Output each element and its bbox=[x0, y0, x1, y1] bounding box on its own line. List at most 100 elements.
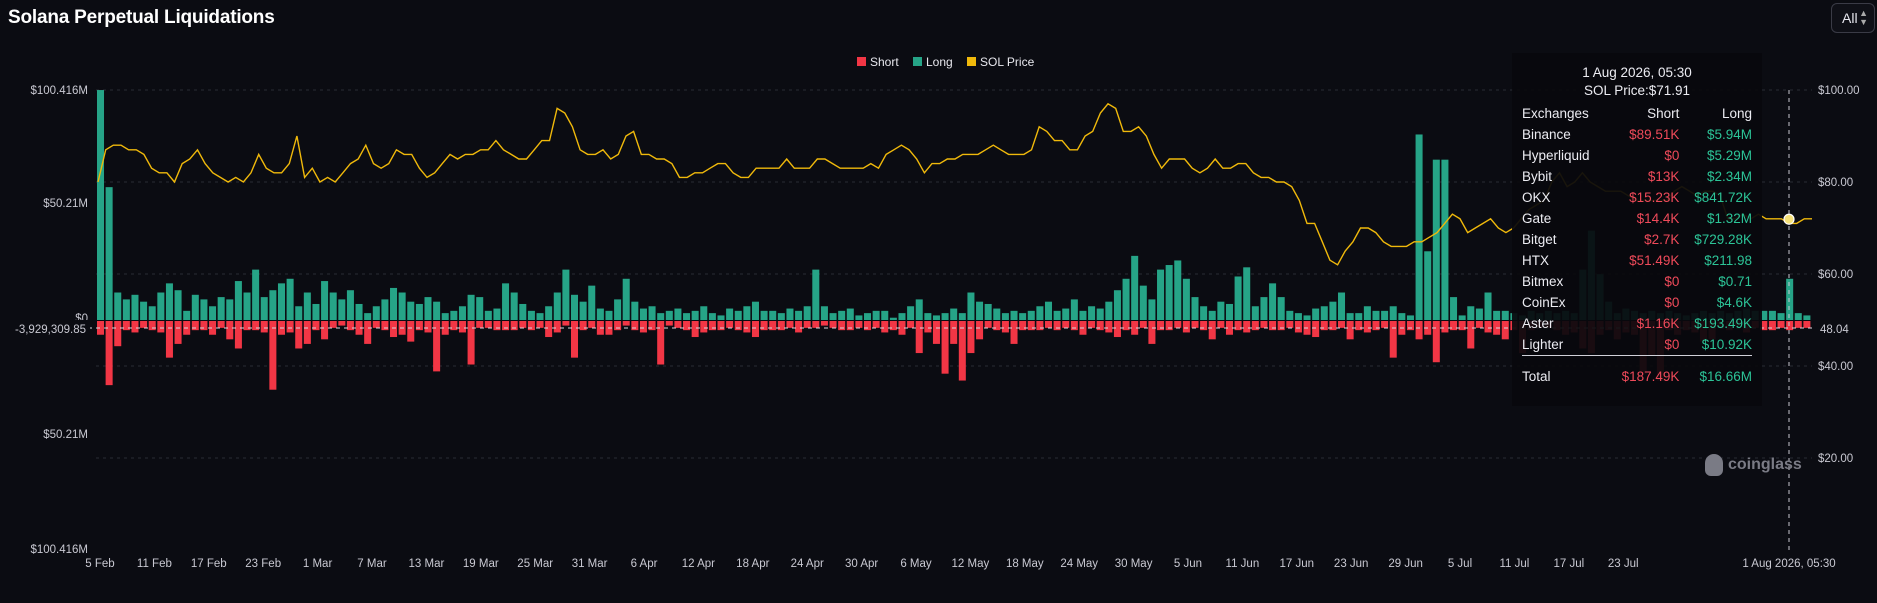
x-axis-tick-label: 18 May bbox=[1006, 558, 1044, 570]
tooltip-long-value: $2.34M bbox=[1706, 169, 1752, 184]
short-bar bbox=[1441, 321, 1449, 333]
long-bar bbox=[1191, 297, 1199, 320]
long-bar bbox=[312, 303, 320, 320]
long-bar bbox=[209, 306, 217, 320]
range-dropdown-value: All bbox=[1842, 10, 1858, 26]
long-bar bbox=[510, 292, 518, 320]
long-bar bbox=[614, 299, 622, 320]
tooltip-exchange-name: HTX bbox=[1522, 253, 1549, 268]
short-bar bbox=[751, 321, 759, 338]
long-bar bbox=[1415, 134, 1423, 320]
range-dropdown[interactable]: All ▲ ▼ bbox=[1831, 3, 1875, 33]
long-bar bbox=[545, 306, 553, 320]
short-bar bbox=[855, 321, 863, 328]
long-bar bbox=[1079, 310, 1087, 320]
long-bar bbox=[484, 310, 492, 320]
long-bar bbox=[1389, 306, 1397, 320]
short-bar bbox=[1338, 321, 1346, 328]
long-bar bbox=[665, 310, 673, 320]
short-bar bbox=[234, 321, 242, 349]
long-bar bbox=[398, 292, 406, 320]
short-bar bbox=[1363, 321, 1371, 333]
tooltip-short-value: $0 bbox=[1664, 337, 1680, 352]
long-bar bbox=[639, 308, 647, 320]
long-bar bbox=[260, 297, 268, 320]
long-bar bbox=[502, 283, 510, 320]
long-bar bbox=[346, 290, 354, 320]
x-axis-tick-label: 11 Feb bbox=[137, 558, 172, 570]
short-bar bbox=[441, 321, 449, 335]
tooltip-exchange-name: Binance bbox=[1522, 127, 1571, 142]
long-bar bbox=[329, 292, 337, 320]
long-bar bbox=[1019, 313, 1027, 320]
short-bar bbox=[1225, 321, 1233, 335]
short-bar bbox=[777, 321, 785, 331]
short-bar bbox=[1165, 321, 1173, 331]
tooltip-exchange-name: Bitmex bbox=[1522, 274, 1564, 289]
short-bar bbox=[407, 321, 415, 342]
short-bar bbox=[829, 321, 837, 328]
short-bar bbox=[1010, 321, 1018, 344]
long-bar bbox=[932, 315, 940, 320]
long-bar bbox=[269, 290, 277, 320]
long-bar bbox=[364, 313, 372, 320]
long-bar bbox=[812, 269, 820, 320]
long-bar bbox=[950, 308, 958, 320]
tooltip-long-value: $10.92K bbox=[1701, 337, 1752, 352]
short-bar bbox=[864, 321, 872, 331]
short-bar bbox=[1329, 321, 1337, 331]
long-bar bbox=[1424, 251, 1432, 320]
short-bar bbox=[760, 321, 768, 331]
long-bar bbox=[924, 313, 932, 320]
long-bar bbox=[1450, 297, 1458, 320]
long-bar bbox=[1777, 313, 1785, 320]
short-bar bbox=[838, 321, 846, 331]
long-bar bbox=[433, 301, 441, 320]
long-bar bbox=[519, 303, 527, 320]
short-bar bbox=[1450, 321, 1458, 331]
short-bar bbox=[355, 321, 363, 335]
short-bar bbox=[390, 321, 398, 338]
tooltip-row: Lighter $0 $10.92K bbox=[1522, 334, 1752, 356]
long-bar bbox=[1803, 315, 1811, 320]
short-bar bbox=[1070, 321, 1078, 331]
short-bar bbox=[1182, 321, 1190, 333]
tooltip-long-value: $4.6K bbox=[1716, 295, 1752, 310]
short-bar bbox=[1001, 321, 1009, 333]
long-bar bbox=[1768, 310, 1776, 320]
short-bar bbox=[1768, 321, 1776, 331]
long-bar bbox=[303, 292, 311, 320]
tooltip-row: Gate $14.4K $1.32M bbox=[1522, 208, 1752, 229]
crosshair-left-label-bg bbox=[0, 320, 90, 337]
short-bar bbox=[967, 321, 975, 354]
long-bar bbox=[786, 308, 794, 320]
long-bar bbox=[777, 313, 785, 320]
left-axis-tick-label: $50.21M bbox=[43, 429, 88, 441]
tooltip-rows: Binance $89.51K $5.94M Hyperliquid $0 $5.29M B… bbox=[1522, 124, 1752, 356]
long-bar bbox=[1329, 301, 1337, 320]
tooltip-row: OKX $15.23K $841.72K bbox=[1522, 187, 1752, 208]
short-bar bbox=[924, 321, 932, 333]
long-bar bbox=[252, 269, 260, 320]
short-bar bbox=[157, 321, 165, 333]
short-bar bbox=[1484, 321, 1492, 333]
short-bar bbox=[915, 321, 923, 354]
long-bar bbox=[1269, 283, 1277, 320]
short-bar bbox=[553, 321, 561, 333]
tooltip-long-value: $193.49K bbox=[1694, 316, 1752, 331]
long-bar bbox=[1088, 306, 1096, 320]
short-bar bbox=[889, 321, 897, 331]
long-bar bbox=[898, 313, 906, 320]
tooltip-short-value: $51.49K bbox=[1629, 253, 1680, 268]
tooltip-exchange-name: Gate bbox=[1522, 211, 1552, 226]
x-axis-highlight-label: 1 Aug 2026, 05:30 bbox=[1742, 558, 1835, 570]
long-bar bbox=[114, 292, 122, 320]
short-bar bbox=[795, 321, 803, 333]
short-bar bbox=[286, 321, 294, 333]
long-bar bbox=[1251, 306, 1259, 320]
short-bar bbox=[1355, 321, 1363, 331]
x-axis-tick-label: 30 May bbox=[1115, 558, 1153, 570]
tooltip-long-value: $5.94M bbox=[1706, 127, 1752, 142]
short-bar bbox=[1148, 321, 1156, 344]
long-bar bbox=[708, 313, 716, 320]
